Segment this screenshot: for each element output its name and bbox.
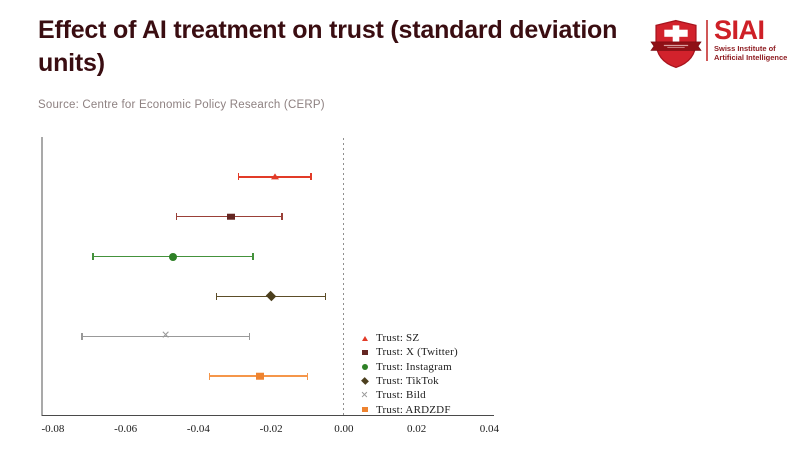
- legend-row: Trust: TikTok: [357, 374, 458, 388]
- logo-subtitle-line2: Artificial Intelligence: [714, 52, 788, 62]
- y-axis-line: [41, 137, 43, 416]
- x-tick-label: -0.06: [114, 423, 138, 435]
- diamond-marker-icon: [265, 291, 277, 302]
- legend-marker-box: [357, 403, 372, 417]
- square-marker-icon: [227, 213, 236, 220]
- legend-label: Trust: SZ: [376, 332, 420, 345]
- x-tick-label: -0.02: [259, 423, 283, 435]
- error-bar-cap: [324, 292, 327, 300]
- square-marker-icon: [361, 407, 368, 413]
- circle-marker-icon: [168, 252, 177, 261]
- x-marker-icon: ✕: [360, 389, 369, 401]
- legend-marker-box: [357, 331, 372, 345]
- error-bar-cap: [252, 253, 254, 261]
- legend-row: ✕ Trust: Bild: [357, 388, 458, 402]
- error-bar-cap: [281, 213, 283, 221]
- error-bar-cap: [208, 372, 210, 380]
- x-tick-label: 0.02: [406, 423, 427, 435]
- page-title: Effect of AI treatment on trust (standar…: [38, 16, 618, 77]
- legend-marker-box: [357, 360, 372, 374]
- error-bar-cap: [237, 173, 240, 181]
- legend-label: Trust: X (Twitter): [376, 346, 458, 359]
- legend-label: Trust: Bild: [376, 389, 426, 402]
- error-bar-cap: [306, 372, 309, 380]
- square-marker-icon: [256, 372, 265, 380]
- error-bar-cap: [92, 253, 94, 261]
- logo-acronym: SIAI: [714, 15, 765, 45]
- legend-label: Trust: Instagram: [376, 360, 452, 373]
- legend-row: Trust: SZ: [357, 331, 458, 345]
- error-bar-cap: [81, 332, 83, 340]
- error-bar: [82, 335, 250, 338]
- legend-row: Trust: X (Twitter): [357, 345, 458, 359]
- logo-divider: [706, 20, 708, 61]
- x-tick-label: 0.04: [479, 423, 499, 435]
- logo-subtitle-line1: Swiss Institute of: [714, 43, 776, 53]
- legend-label: Trust: ARDZDF: [376, 403, 451, 416]
- error-bar-cap: [175, 213, 178, 221]
- x-tick-label: -0.08: [41, 423, 65, 435]
- legend: Trust: SZ Trust: X (Twitter) Trust: Instag…: [357, 331, 458, 417]
- source-note: Source: Centre for Economic Policy Resea…: [38, 99, 325, 111]
- triangle-marker-icon: [361, 335, 368, 341]
- legend-marker-box: [357, 374, 372, 388]
- legend-label: Trust: TikTok: [376, 375, 439, 388]
- legend-row: Trust: Instagram: [357, 360, 458, 374]
- legend-marker-box: ✕: [357, 388, 372, 402]
- siai-shield-icon: [650, 19, 702, 69]
- circle-marker-icon: [361, 363, 368, 370]
- x-tick-label: 0.00: [334, 423, 354, 435]
- x-axis-line: [42, 415, 494, 417]
- legend-marker-box: [357, 345, 372, 359]
- square-marker-icon: [361, 349, 368, 355]
- triangle-marker-icon: [270, 173, 279, 180]
- legend-row: Trust: ARDZDF: [357, 402, 458, 416]
- logo-text: SIAI Swiss Institute of Artificial Intel…: [714, 15, 788, 62]
- error-bar-cap: [215, 292, 218, 300]
- error-bar-cap: [248, 332, 250, 340]
- error-bar-cap: [310, 173, 312, 181]
- siai-logo: SIAI Swiss Institute of Artificial Intel…: [650, 15, 788, 70]
- zero-reference-line: [343, 138, 345, 415]
- x-tick-label: -0.04: [186, 423, 210, 435]
- x-marker-icon: ✕: [161, 328, 171, 342]
- diamond-marker-icon: [360, 377, 369, 385]
